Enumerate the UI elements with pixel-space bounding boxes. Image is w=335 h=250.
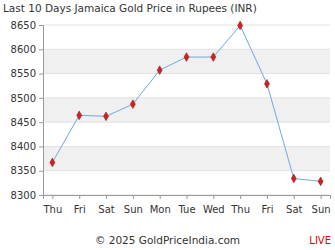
- y-tick: 8350: [11, 165, 43, 176]
- x-tick-label: Mon: [150, 204, 171, 215]
- y-tick-label: 8350: [11, 165, 36, 176]
- x-tick-label: Sun: [124, 204, 143, 215]
- y-tick: 8650: [11, 20, 43, 31]
- y-tick-label: 8550: [11, 68, 36, 79]
- x-tick-label: Fri: [262, 204, 274, 215]
- y-tick-label: 8600: [11, 44, 36, 55]
- y-tick: 8600: [11, 44, 43, 55]
- x-tick: Sun: [312, 195, 331, 215]
- y-tick-mark: [39, 98, 43, 99]
- x-tick-mark: [294, 195, 295, 199]
- price-point: [264, 79, 269, 88]
- x-tick: Wed: [203, 195, 225, 215]
- y-tick: 8400: [11, 141, 43, 152]
- x-tick-mark: [213, 195, 214, 199]
- grid-line: [43, 146, 330, 147]
- x-tick-mark: [187, 195, 188, 199]
- x-tick: Sat: [286, 195, 302, 215]
- y-tick-label: 8400: [11, 141, 36, 152]
- x-tick-label: Thu: [42, 204, 62, 215]
- price-point: [157, 66, 162, 75]
- price-point: [130, 100, 135, 109]
- x-tick-mark: [133, 195, 134, 199]
- x-tick: Fri: [74, 195, 86, 215]
- y-tick-mark: [39, 122, 43, 123]
- x-tick-label: Sat: [286, 204, 302, 215]
- x-tick: Mon: [150, 195, 171, 215]
- x-tick-label: Fri: [74, 204, 86, 215]
- price-point: [50, 158, 55, 167]
- x-tick: Sun: [124, 195, 143, 215]
- y-axis-line: [39, 26, 44, 196]
- x-tick-label: Sun: [312, 204, 331, 215]
- price-point: [77, 111, 82, 120]
- price-point: [291, 174, 296, 183]
- chart: Last 10 Days Jamaica Gold Price in Rupee…: [0, 0, 335, 250]
- x-tick: Sat: [98, 195, 114, 215]
- x-tick-mark: [52, 195, 53, 199]
- grid-band: [43, 49, 330, 73]
- y-tick: 8300: [11, 190, 43, 201]
- price-point: [184, 53, 189, 62]
- price-point: [104, 112, 109, 121]
- x-tick-mark: [240, 195, 241, 199]
- title: Last 10 Days Jamaica Gold Price in Rupee…: [3, 2, 257, 14]
- grid-line: [43, 170, 330, 171]
- grid: [43, 25, 330, 195]
- grid-line: [43, 73, 330, 74]
- y-tick: 8500: [11, 93, 43, 104]
- y-tick-label: 8450: [11, 117, 36, 128]
- price-point: [238, 21, 243, 30]
- y-tick-label: 8500: [11, 93, 36, 104]
- y-tick-label: 8650: [11, 20, 36, 31]
- y-tick: 8450: [11, 117, 43, 128]
- y-axis: 8300 8350 8400 8450 8500 8550 8600 8650: [11, 20, 44, 201]
- live-label: LIVE: [309, 235, 331, 246]
- x-tick-mark: [106, 195, 107, 199]
- x-tick-label: Tue: [177, 204, 195, 215]
- price-point: [211, 53, 216, 62]
- x-tick: Tue: [177, 195, 195, 215]
- price-line: [52, 25, 320, 181]
- grid-line: [43, 49, 330, 50]
- x-tick-mark: [321, 195, 322, 199]
- footer: © 2025 GoldPriceIndia.com: [95, 234, 240, 246]
- x-tick-label: Thu: [230, 204, 250, 215]
- y-tick-mark: [39, 195, 43, 196]
- price-point: [318, 177, 323, 186]
- y-tick-label: 8300: [11, 190, 36, 201]
- y-tick-mark: [39, 146, 43, 147]
- y-tick-mark: [39, 49, 43, 50]
- x-axis: Thu Fri Sat Sun Mon Tue Wed Thu Fri Sat Sun: [42, 195, 330, 215]
- grid-band: [43, 146, 330, 170]
- grid-band: [43, 98, 330, 122]
- grid-line: [43, 122, 330, 123]
- y-tick-mark: [39, 74, 43, 75]
- x-tick-mark: [79, 195, 80, 199]
- y-tick: 8550: [11, 68, 43, 79]
- grid-line: [43, 97, 330, 98]
- y-tick-mark: [39, 171, 43, 172]
- x-tick-label: Sat: [98, 204, 114, 215]
- x-axis-line: [44, 196, 331, 200]
- x-tick-mark: [160, 195, 161, 199]
- x-tick: Thu: [42, 195, 62, 215]
- y-tick-mark: [39, 25, 43, 26]
- grid-line: [43, 25, 330, 26]
- plot: [50, 21, 323, 186]
- x-tick-label: Wed: [203, 204, 225, 215]
- x-tick: Fri: [262, 195, 274, 215]
- x-tick-mark: [267, 195, 268, 199]
- x-tick: Thu: [230, 195, 250, 215]
